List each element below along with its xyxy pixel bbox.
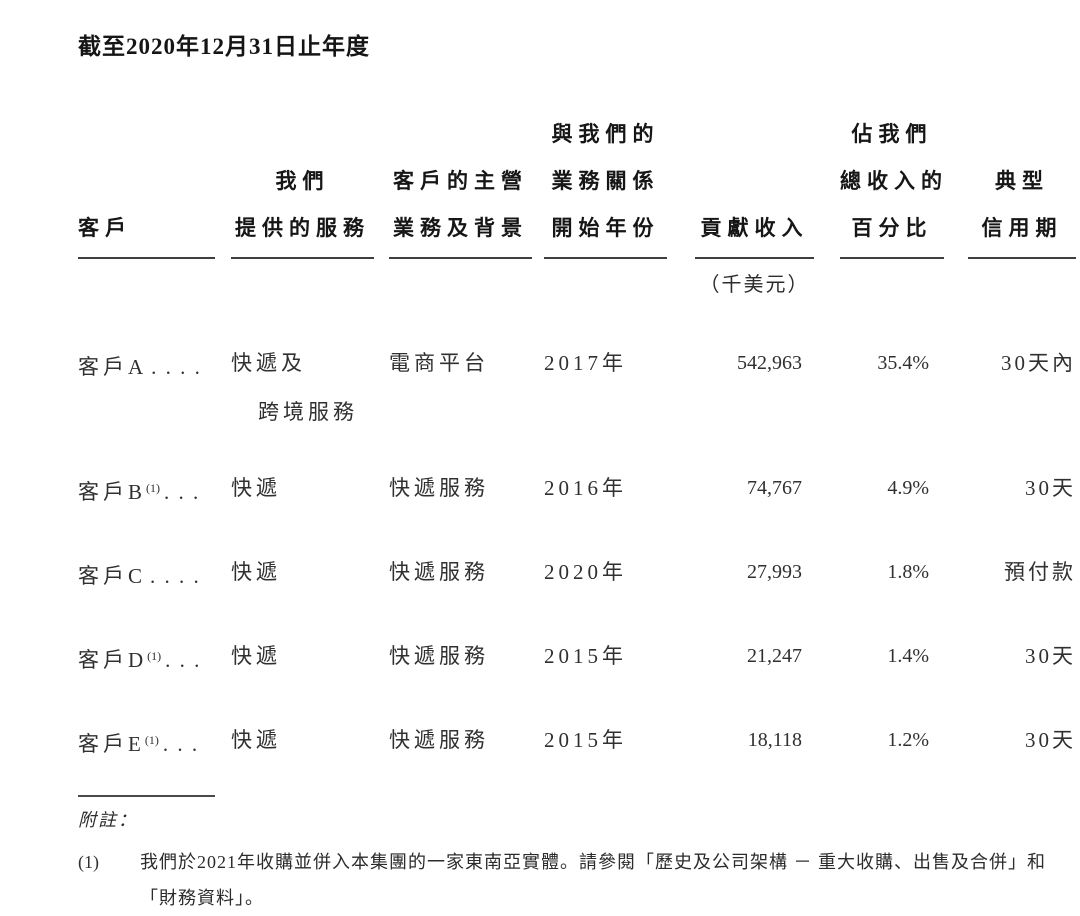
cell-year: 2015年: [544, 728, 627, 752]
cell-year: 2016年: [544, 476, 627, 500]
cell-revenue: 27,993: [747, 561, 802, 583]
cell-service: 快遞: [231, 728, 281, 752]
header-line: 貢獻收入: [700, 216, 809, 240]
cell-credit: 30天內: [1001, 351, 1076, 375]
table-header-row: 客戶 我們 提供的服務 客戶的主營 業務及背景 與我們的 業務關係 開始年份 貢…: [78, 111, 1076, 259]
header-cell-start-year: 與我們的 業務關係 開始年份: [544, 111, 667, 259]
cell-percent: 35.4%: [877, 352, 929, 374]
cell-customer: 客戶B(1). . .: [78, 475, 215, 505]
customer-name: 客戶B: [78, 480, 147, 504]
header-line: 開始年份: [551, 216, 660, 240]
dot-leader: . . . .: [150, 564, 201, 588]
cell-revenue: 21,247: [747, 645, 802, 667]
cell-percent: 4.9%: [887, 477, 929, 499]
customer-footnote-ref: (1): [146, 481, 161, 495]
table-row: 客戶A. . . . 快遞及 跨境服務 電商平台 2017年 542,963 3…: [78, 350, 1073, 425]
notes-divider: [78, 795, 215, 797]
note-marker: (1): [78, 852, 99, 872]
customer-name: 客戶E: [78, 732, 145, 756]
note-item: (1) 我們於2021年收購並併入本集團的一家東南亞實體。請參閱「歷史及公司架構…: [78, 844, 1066, 916]
cell-year: 2015年: [544, 644, 627, 668]
customer-footnote-ref: (1): [144, 733, 159, 747]
header-line: 業務及背景: [393, 216, 528, 240]
notes-section: 附註： (1) 我們於2021年收購並併入本集團的一家東南亞實體。請參閱「歷史及…: [78, 795, 1066, 916]
cell-credit: 30天: [1025, 476, 1076, 500]
cell-business: 快遞服務: [389, 560, 489, 584]
cell-customer: 客戶D(1). . .: [78, 643, 215, 673]
table-subheader-row: （千美元）: [78, 259, 1066, 298]
cell-customer: 客戶E(1). . .: [78, 727, 215, 757]
dot-leader: . . .: [164, 480, 201, 504]
table-row: 客戶C. . . . 快遞 快遞服務 2020年 27,993 1.8% 預付款: [78, 559, 1073, 589]
page-title: 截至2020年12月31日止年度: [78, 34, 370, 59]
cell-customer: 客戶A. . . .: [78, 350, 215, 380]
cell-service: 快遞: [231, 476, 281, 500]
customer-name: 客戶A: [78, 355, 148, 379]
service-line1: 快遞及: [231, 351, 306, 375]
cell-business: 快遞服務: [389, 644, 489, 668]
header-line: 我們: [275, 169, 330, 193]
customer-name: 客戶D: [78, 648, 148, 672]
cell-service: 快遞及 跨境服務: [231, 350, 374, 425]
header-cell-business: 客戶的主營 業務及背景: [389, 158, 532, 259]
note-text: 我們於2021年收購並併入本集團的一家東南亞實體。請參閱「歷史及公司架構 － 重…: [140, 852, 1046, 908]
cell-business: 快遞服務: [389, 476, 489, 500]
table-row: 客戶D(1). . . 快遞 快遞服務 2015年 21,247 1.4% 30…: [78, 643, 1073, 673]
header-cell-customer: 客戶: [78, 205, 215, 259]
cell-service: 快遞: [231, 560, 281, 584]
header-line: 百分比: [851, 216, 933, 240]
header-cell-percent: 佔我們 總收入的 百分比: [840, 111, 944, 259]
cell-business: 快遞服務: [389, 728, 489, 752]
header-cell-services: 我們 提供的服務: [231, 158, 374, 259]
header-line: 總收入的: [840, 169, 948, 193]
header-line: 與我們的: [551, 122, 660, 146]
dot-leader: . . . .: [151, 355, 202, 379]
dot-leader: . . .: [165, 648, 202, 672]
table-row: 客戶B(1). . . 快遞 快遞服務 2016年 74,767 4.9% 30…: [78, 475, 1073, 505]
cell-customer: 客戶C. . . .: [78, 559, 215, 589]
customers-table: 客戶 我們 提供的服務 客戶的主營 業務及背景 與我們的 業務關係 開始年份 貢…: [78, 111, 1076, 757]
customer-name: 客戶C: [78, 564, 147, 588]
cell-revenue: 74,767: [747, 477, 802, 499]
header-line: 信用期: [981, 216, 1063, 240]
cell-percent: 1.8%: [887, 561, 929, 583]
header-line: 典型: [995, 169, 1049, 193]
cell-percent: 1.2%: [887, 729, 929, 751]
header-line: 業務關係: [551, 169, 660, 193]
header-line: 佔我們: [851, 122, 933, 146]
revenue-unit-label: （千美元）: [699, 274, 810, 296]
cell-credit: 30天: [1025, 644, 1076, 668]
cell-service: 快遞: [231, 644, 281, 668]
cell-percent: 1.4%: [887, 645, 929, 667]
cell-business: 電商平台: [389, 351, 489, 375]
cell-revenue: 542,963: [737, 352, 802, 374]
cell-credit: 預付款: [1004, 560, 1076, 584]
customer-footnote-ref: (1): [147, 649, 162, 663]
header-line: 客戶的主營: [393, 169, 528, 193]
dot-leader: . . .: [162, 732, 200, 756]
cell-revenue: 18,118: [747, 729, 802, 751]
header-line: 提供的服務: [235, 216, 370, 240]
cell-year: 2020年: [544, 560, 627, 584]
header-cell-credit-period: 典型 信用期: [968, 158, 1076, 259]
header-cell-revenue: 貢獻收入: [695, 205, 814, 259]
cell-year: 2017年: [544, 351, 627, 375]
header-line: 客戶: [78, 216, 132, 240]
notes-heading: 附註：: [78, 810, 138, 830]
table-row: 客戶E(1). . . 快遞 快遞服務 2015年 18,118 1.2% 30…: [78, 727, 1073, 757]
service-line2: 跨境服務: [258, 400, 358, 424]
cell-credit: 30天: [1025, 728, 1076, 752]
